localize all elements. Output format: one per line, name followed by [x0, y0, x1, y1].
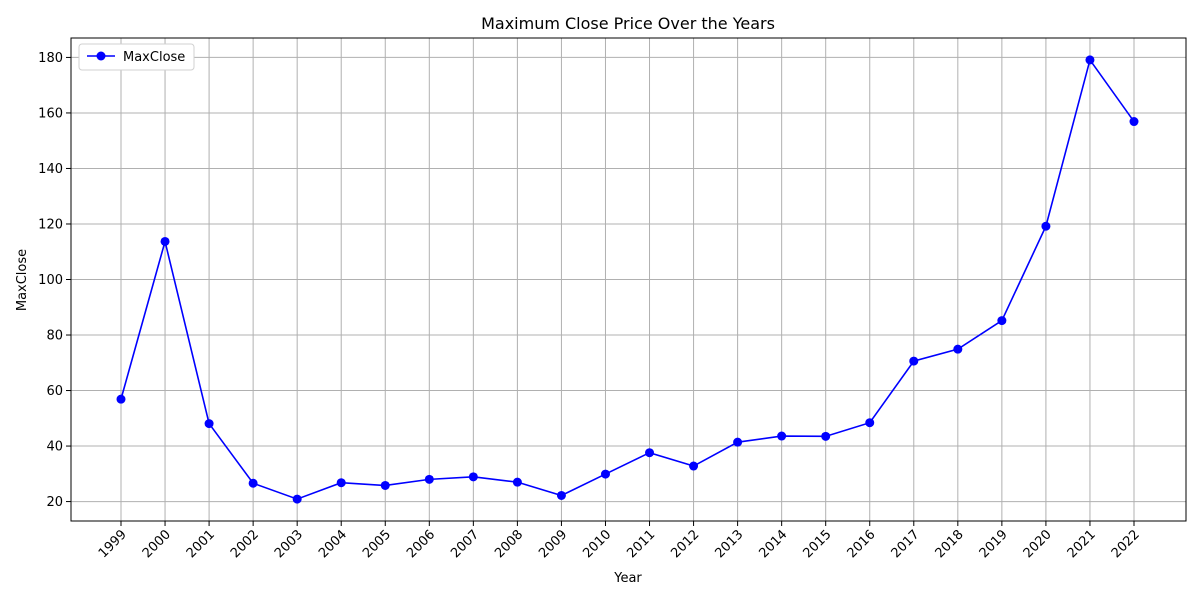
y-tick-label: 80 [46, 329, 63, 344]
x-tick-label: 2001 [184, 527, 218, 561]
x-tick-label: 2010 [580, 527, 614, 561]
y-tick-label: 60 [46, 384, 63, 399]
x-tick-label: 2021 [1065, 527, 1099, 561]
x-tick-label: 2022 [1109, 527, 1143, 561]
x-tick-label: 2013 [712, 527, 746, 561]
y-tick-label: 180 [38, 51, 63, 66]
data-point [336, 478, 346, 488]
legend-label: MaxClose [123, 50, 185, 65]
data-point [556, 490, 566, 500]
data-point [1041, 221, 1051, 231]
x-tick-label: 2008 [492, 527, 526, 561]
x-tick-label: 2006 [404, 527, 438, 561]
x-tick-label: 2005 [360, 527, 394, 561]
x-tick-label: 2012 [668, 527, 702, 561]
x-tick-label: 2017 [889, 527, 923, 561]
data-point [380, 480, 390, 490]
data-point [160, 236, 170, 246]
x-tick-label: 2014 [756, 527, 790, 561]
data-point [777, 431, 787, 441]
x-tick-label: 2020 [1021, 527, 1055, 561]
data-point [116, 394, 126, 404]
data-point [645, 448, 655, 458]
x-tick-label: 2011 [624, 527, 658, 561]
x-tick-label: 2004 [316, 527, 350, 561]
x-tick-label: 2016 [845, 527, 879, 561]
data-point [865, 418, 875, 428]
legend-box [78, 43, 195, 71]
data-point [512, 477, 522, 487]
legend-marker [96, 51, 106, 61]
data-point [1129, 117, 1139, 127]
data-point [953, 344, 963, 354]
data-point [424, 474, 434, 484]
x-tick-label: 2003 [272, 527, 306, 561]
chart-title: Maximum Close Price Over the Years [481, 14, 775, 33]
y-axis-label: MaxClose [15, 249, 30, 311]
y-tick-label: 100 [38, 273, 63, 288]
data-point [248, 478, 258, 488]
data-point [600, 469, 610, 479]
x-tick-label: 2018 [933, 527, 967, 561]
data-point [821, 431, 831, 441]
legend: MaxClose [78, 43, 195, 71]
grid [71, 38, 1186, 521]
data-point [204, 419, 214, 429]
x-tick-label: 2002 [228, 527, 262, 561]
x-tick-label: 2000 [140, 527, 174, 561]
y-tick-label: 160 [38, 106, 63, 121]
y-tick-label: 20 [46, 495, 63, 510]
x-tick-label: 2019 [977, 527, 1011, 561]
data-point [689, 461, 699, 471]
series-line-maxclose [120, 58, 1135, 500]
x-tick-label: 1999 [96, 527, 130, 561]
y-tick-label: 40 [46, 440, 63, 455]
series-layer [116, 55, 1139, 504]
x-tick-label: 2015 [801, 527, 835, 561]
x-axis-label: Year [613, 571, 642, 586]
data-point [909, 356, 919, 366]
x-tick-label: 2009 [536, 527, 570, 561]
y-tick-label: 120 [38, 217, 63, 232]
data-point [1085, 55, 1095, 65]
y-tick-label: 140 [38, 162, 63, 177]
plot-frame [70, 37, 1187, 522]
axis-ticks: 1999 2000 2001 2002 2003 2004 2005 2006 2007 2008… [38, 51, 1143, 561]
data-point [997, 316, 1007, 326]
data-point [468, 472, 478, 482]
x-tick-label: 2007 [448, 527, 482, 561]
data-point [292, 494, 302, 504]
data-point [733, 437, 743, 447]
